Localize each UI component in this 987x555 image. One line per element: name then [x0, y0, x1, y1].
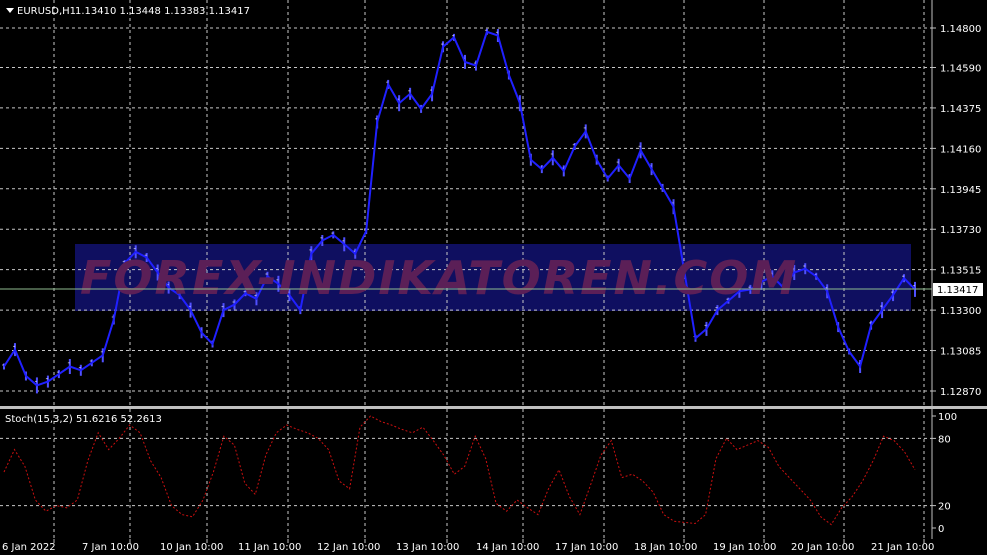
price-tick-label: 1.13945 — [940, 185, 981, 196]
symbol-label: EURUSD,H1 — [17, 6, 76, 17]
stoch-tick-label: 0 — [938, 524, 944, 535]
time-axis-label: 17 Jan 10:00 — [555, 542, 618, 553]
current-price-box — [933, 283, 983, 296]
watermark-text: FOREX-INDIKATOREN.COM — [80, 251, 798, 305]
axis-layer: 1.14800 1.14590 1.14375 1.14160 1.13945 1.137… — [2, 24, 981, 553]
time-axis-label: 11 Jan 10:00 — [238, 542, 301, 553]
dropdown-triangle-icon[interactable] — [6, 8, 14, 13]
price-tick-label: 1.12870 — [940, 387, 981, 398]
price-tick-label: 1.13730 — [940, 225, 981, 236]
stoch-tick-label: 20 — [938, 502, 951, 513]
price-tick-label: 1.14160 — [940, 144, 981, 155]
price-tick-label: 1.13300 — [940, 306, 981, 317]
time-axis-label: 21 Jan 10:00 — [871, 542, 934, 553]
time-axis-label: 18 Jan 10:00 — [634, 542, 697, 553]
time-axis-label: 19 Jan 10:00 — [713, 542, 776, 553]
time-axis-label: 12 Jan 10:00 — [317, 542, 380, 553]
pane-separator[interactable] — [0, 406, 987, 409]
price-tick-label: 1.14375 — [940, 104, 981, 115]
price-tick-label: 1.13085 — [940, 347, 981, 358]
time-axis-label: 7 Jan 10:00 — [82, 542, 139, 553]
ohlc-values: 1.13410 1.13448 1.13383 1.13417 — [75, 6, 250, 17]
price-tick-label: 1.14800 — [940, 24, 981, 35]
time-axis-label: 20 Jan 10:00 — [791, 542, 854, 553]
current-price-label: 1.13417 — [937, 285, 978, 296]
time-axis-label: 13 Jan 10:00 — [396, 542, 459, 553]
stoch-tick-label: 100 — [938, 412, 957, 423]
price-tick-label: 1.13515 — [940, 266, 981, 277]
price-layer — [2, 28, 916, 394]
time-axis-label: 10 Jan 10:00 — [160, 542, 223, 553]
stochastic-header: Stoch(15,3,2) 51.6216 52.2613 — [5, 414, 162, 425]
time-axis-label: 6 Jan 2022 — [2, 542, 56, 553]
price-tick-label: 1.14590 — [940, 63, 981, 74]
time-axis-label: 14 Jan 10:00 — [476, 542, 539, 553]
price-series-line — [3, 30, 916, 387]
stoch-tick-label: 80 — [938, 434, 951, 445]
grid-layer — [0, 0, 932, 539]
